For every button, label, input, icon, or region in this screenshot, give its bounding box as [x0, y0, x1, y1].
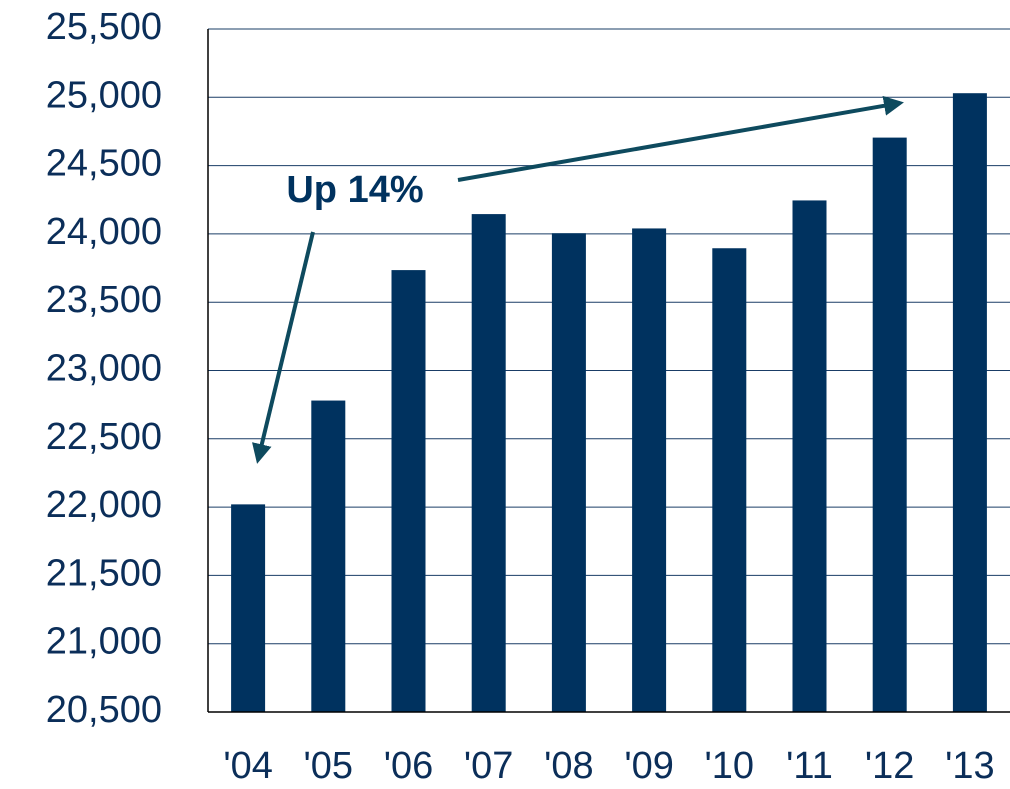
annotation: Up 14%: [286, 169, 423, 211]
x-tick-label: '06: [384, 745, 434, 787]
y-tick-label: 20,500: [46, 689, 162, 731]
y-tick-label: 25,500: [46, 6, 162, 48]
y-tick-label: 23,500: [46, 279, 162, 321]
bar: [551, 233, 586, 713]
y-tick-label: 24,000: [46, 211, 162, 253]
annotation-arrow: [457, 95, 904, 182]
x-tick-label: '11: [786, 745, 833, 787]
bar: [952, 93, 987, 712]
y-tick-label: 21,500: [46, 552, 162, 594]
bar: [391, 270, 426, 712]
y-tick-label: 21,000: [46, 621, 162, 663]
bar: [231, 504, 266, 712]
bar: [311, 400, 346, 712]
bar: [632, 228, 667, 712]
bar: [471, 214, 506, 712]
y-tick-label: 22,500: [46, 416, 162, 458]
x-tick-label: '12: [865, 745, 915, 787]
x-tick-label: '08: [544, 745, 594, 787]
x-tick-label: '05: [304, 745, 354, 787]
y-tick-label: 22,000: [46, 484, 162, 526]
x-tick-label: '09: [624, 745, 674, 787]
bar: [792, 200, 827, 713]
y-tick-label: 23,000: [46, 348, 162, 390]
x-tick-label: '04: [223, 745, 273, 787]
bar: [872, 137, 907, 713]
x-tick-label: '07: [464, 745, 514, 787]
x-tick-label: '10: [705, 745, 755, 787]
bar: [712, 248, 747, 713]
x-tick-label: '13: [945, 745, 995, 787]
y-tick-label: 25,000: [46, 74, 162, 116]
bars: [231, 93, 987, 713]
y-tick-label: 24,500: [46, 143, 162, 185]
annotation-arrow: [252, 231, 315, 464]
